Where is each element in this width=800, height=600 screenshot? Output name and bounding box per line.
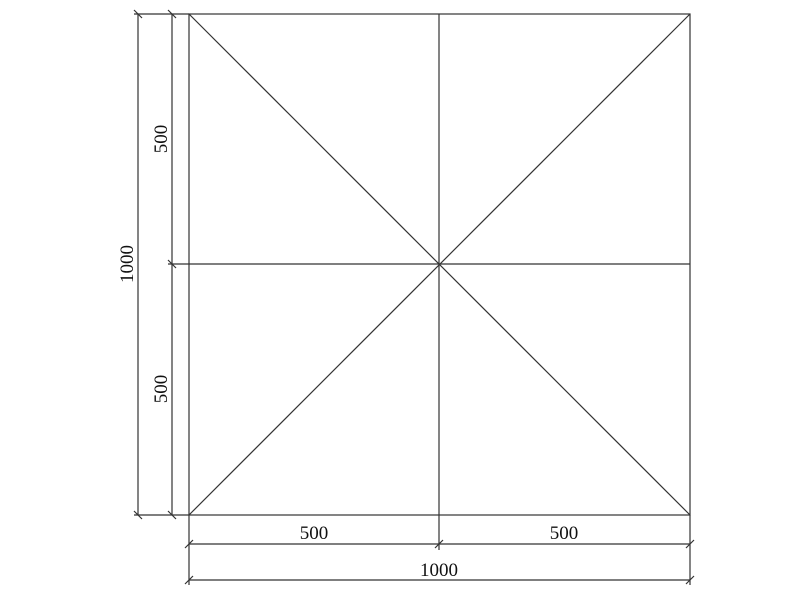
dimension-label-left-bottom: 500 <box>151 375 172 404</box>
dimension-label-bottom-left: 500 <box>300 523 329 544</box>
dimension-label-bottom-total: 1000 <box>420 560 458 581</box>
dimension-label-left-total: 1000 <box>117 245 138 283</box>
dimension-label-bottom-right: 500 <box>550 523 579 544</box>
dimension-label-left-top: 500 <box>151 125 172 154</box>
dimension-ticks <box>133 9 695 585</box>
